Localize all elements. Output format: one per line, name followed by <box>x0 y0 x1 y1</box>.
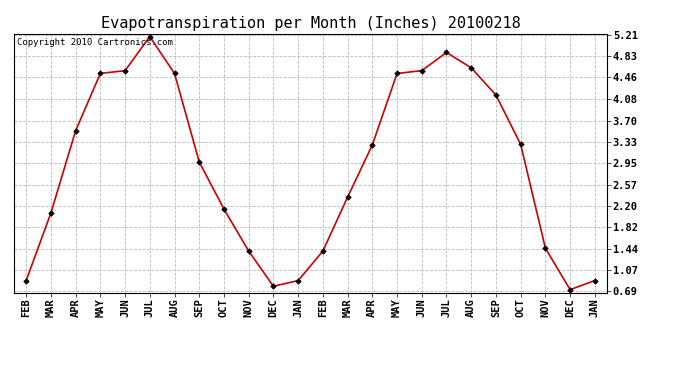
Text: Copyright 2010 Cartronics.com: Copyright 2010 Cartronics.com <box>17 38 172 46</box>
Title: Evapotranspiration per Month (Inches) 20100218: Evapotranspiration per Month (Inches) 20… <box>101 16 520 31</box>
